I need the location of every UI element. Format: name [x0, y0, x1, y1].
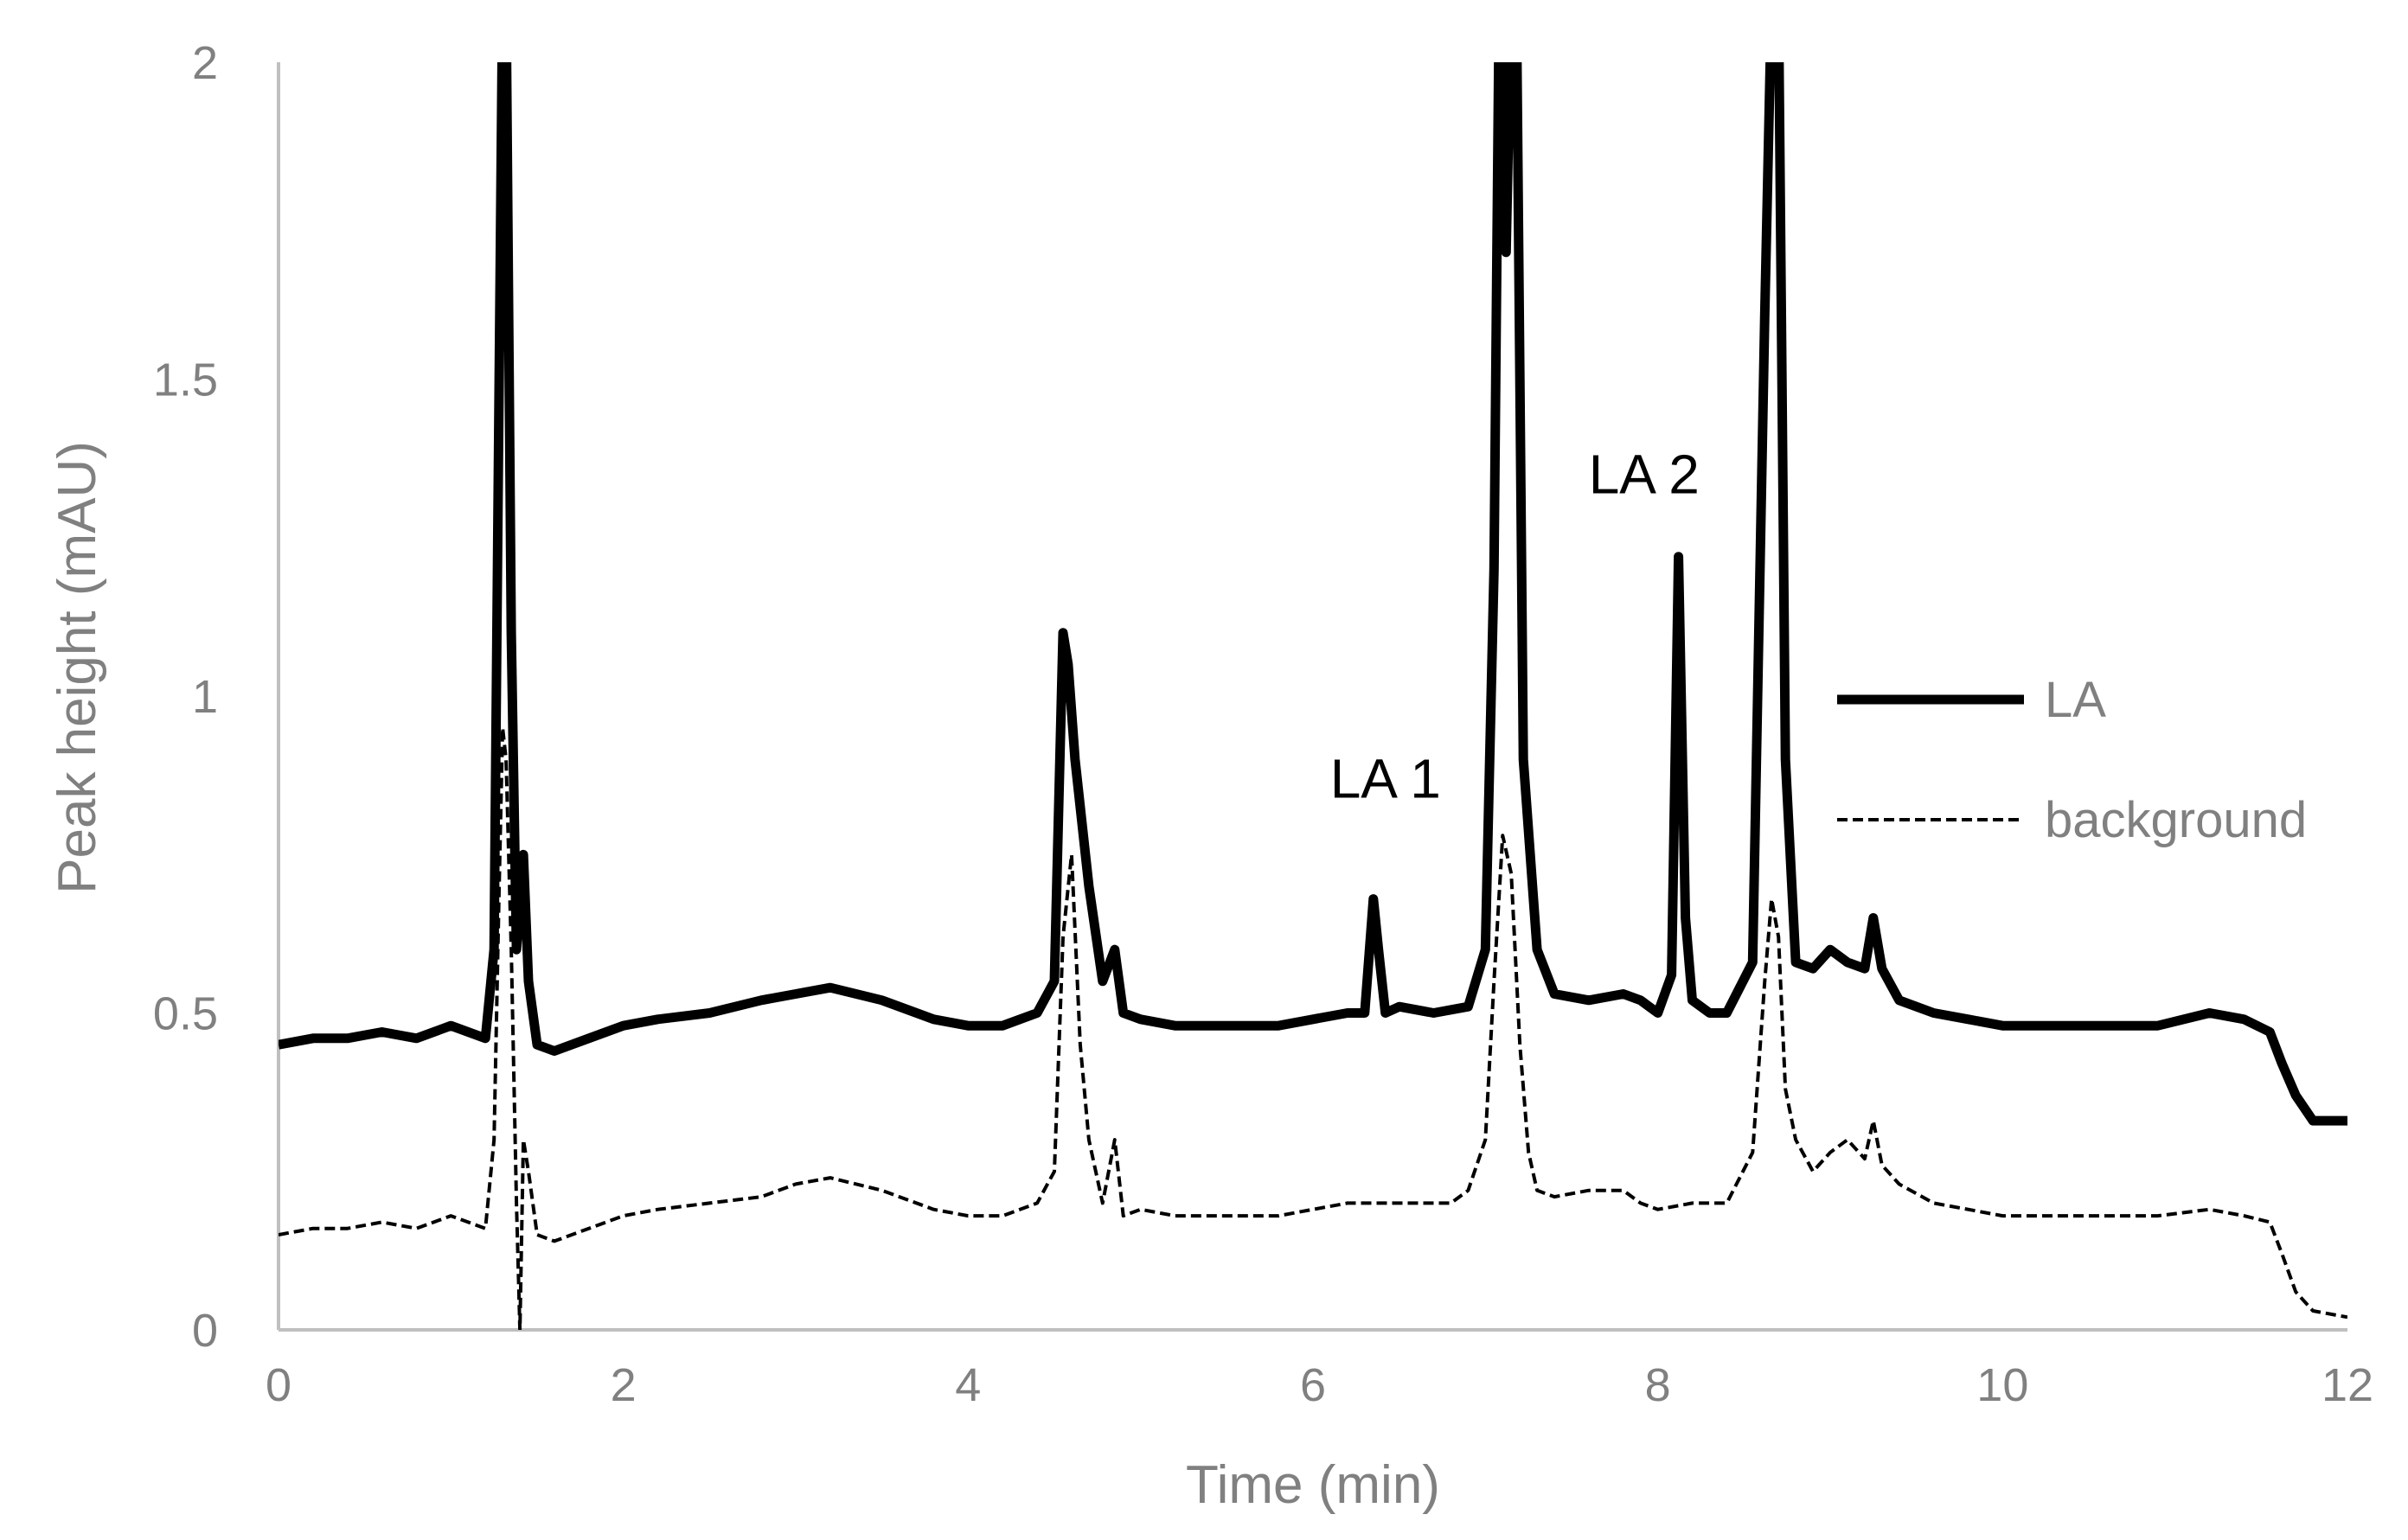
x-tick-label: 2 [611, 1359, 637, 1411]
y-tick-labels: 0 0.5 1 1.5 2 [153, 37, 218, 1357]
x-axis-title: Time (min) [1186, 1455, 1440, 1515]
x-tick-labels: 0 2 4 6 8 10 12 [266, 1359, 2373, 1411]
y-tick-label: 0.5 [153, 988, 218, 1040]
legend-label-la: LA [2045, 672, 2106, 728]
annotation-la-1: LA 1 [1330, 747, 1441, 809]
series-background-line [279, 725, 2347, 1330]
y-tick-label: 1 [192, 671, 218, 723]
y-tick-label: 1.5 [153, 355, 218, 406]
x-tick-label: 10 [1976, 1359, 2028, 1411]
y-axis-title: Peak height (mAU) [48, 441, 107, 894]
y-tick-label: 0 [192, 1305, 218, 1357]
x-tick-label: 12 [2322, 1359, 2373, 1411]
legend-label-background: background [2045, 792, 2307, 848]
series-la-line [279, 62, 2347, 1126]
x-tick-label: 0 [266, 1359, 291, 1411]
x-tick-label: 8 [1645, 1359, 1671, 1411]
y-tick-label: 2 [192, 37, 218, 89]
x-tick-label: 6 [1300, 1359, 1326, 1411]
legend: LA background [1837, 672, 2307, 848]
x-tick-label: 4 [955, 1359, 981, 1411]
annotation-la-2: LA 2 [1589, 443, 1700, 505]
